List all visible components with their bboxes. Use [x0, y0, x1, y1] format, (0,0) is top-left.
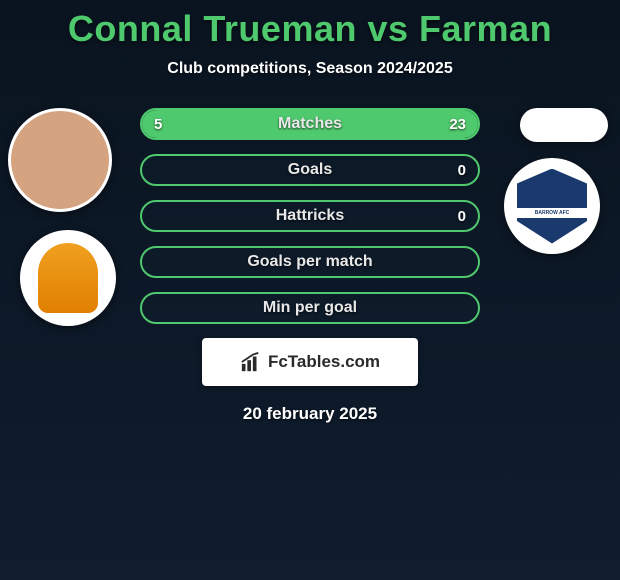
player-right-avatar — [520, 108, 608, 142]
club-right-name: BARROW AFC — [517, 208, 587, 218]
stat-label: Goals — [142, 156, 478, 184]
stat-row: 0Goals — [140, 154, 480, 186]
page-subtitle: Club competitions, Season 2024/2025 — [0, 60, 620, 78]
stat-label: Min per goal — [142, 294, 478, 322]
chart-icon — [240, 351, 262, 373]
branding-text: FcTables.com — [268, 352, 380, 372]
stat-label: Matches — [142, 110, 478, 138]
club-right-badge: BARROW AFC — [504, 158, 600, 254]
comparison-content: BARROW AFC 523Matches 0Goals 0Hattricks Goa… — [0, 108, 620, 424]
date-label: 20 february 2025 — [0, 404, 620, 424]
stat-label: Goals per match — [142, 248, 478, 276]
player-left-avatar — [8, 108, 112, 212]
header: Connal Trueman vs Farman Club competitio… — [0, 0, 620, 78]
stat-row: Min per goal — [140, 292, 480, 324]
branding-box: FcTables.com — [202, 338, 418, 386]
club-right-crest: BARROW AFC — [517, 169, 587, 244]
stat-bars: 523Matches 0Goals 0Hattricks Goals per matc… — [140, 108, 480, 324]
club-left-crest — [38, 243, 98, 313]
page-title: Connal Trueman vs Farman — [0, 8, 620, 50]
stat-label: Hattricks — [142, 202, 478, 230]
stat-row: Goals per match — [140, 246, 480, 278]
club-left-badge — [20, 230, 116, 326]
stat-row: 0Hattricks — [140, 200, 480, 232]
stat-row: 523Matches — [140, 108, 480, 140]
